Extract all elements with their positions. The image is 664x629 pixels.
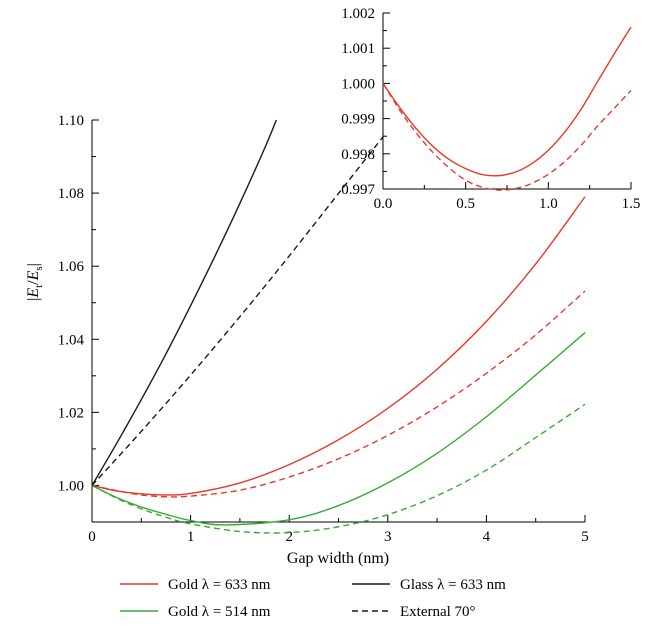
main-series-group bbox=[91, 119, 586, 534]
inset-y-tick-label: 0.998 bbox=[341, 147, 375, 163]
y-label-bar-right: | bbox=[25, 263, 42, 266]
inset-x-tick-label: 1.0 bbox=[539, 196, 558, 212]
inset-y-tick-label: 0.999 bbox=[341, 112, 375, 128]
inset-plot: 0.0 0.5 1.0 1.5 0.997 0.998 0.999 1.000 1.001 1.… bbox=[341, 6, 640, 212]
inset-y-tick-label: 1.001 bbox=[341, 41, 375, 57]
legend-label-0: Gold λ = 633 nm bbox=[168, 577, 271, 593]
main-x-axis-label: Gap width (nm) bbox=[287, 550, 389, 567]
inset-series-group bbox=[382, 26, 632, 191]
main-series-3-line bbox=[91, 403, 586, 534]
main-y-tick-label: 1.02 bbox=[58, 405, 84, 421]
inset-x-tick-label: 0.0 bbox=[374, 196, 393, 212]
main-y-tick-label: 1.04 bbox=[58, 332, 85, 348]
y-label-sub-t: t bbox=[33, 285, 45, 288]
main-series-2-line bbox=[91, 332, 586, 526]
main-series-4-line bbox=[91, 119, 278, 486]
main-y-ticks: 1.00 1.02 1.04 1.06 1.08 1.10 bbox=[58, 113, 99, 523]
inset-y-tick-label: 1.000 bbox=[341, 76, 375, 92]
main-x-ticks: 0 1 2 3 4 5 bbox=[88, 515, 589, 545]
inset-y-ticks: 0.997 0.998 0.999 1.000 1.001 1.002 bbox=[341, 6, 390, 198]
legend-label-3: External 70° bbox=[400, 604, 476, 620]
main-y-tick-label: 1.06 bbox=[58, 259, 85, 275]
main-series-1-line bbox=[91, 290, 586, 498]
y-label-e-bottom: E bbox=[25, 270, 42, 281]
inset-series-0-line bbox=[382, 26, 632, 177]
legend-label-2: Gold λ = 514 nm bbox=[168, 604, 271, 620]
inset-background bbox=[383, 13, 631, 189]
main-series-5-line bbox=[91, 131, 388, 486]
main-x-tick-label: 3 bbox=[384, 529, 392, 545]
y-label-bar-left: | bbox=[25, 298, 42, 301]
legend-label-1: Glass λ = 633 nm bbox=[400, 577, 506, 593]
main-y-tick-label: 1.10 bbox=[58, 113, 84, 129]
main-x-tick-label: 1 bbox=[187, 529, 195, 545]
main-x-tick-label: 5 bbox=[581, 529, 589, 545]
main-series-0-line bbox=[91, 196, 586, 496]
inset-series-1-line bbox=[382, 83, 632, 191]
main-plot: 0 1 2 3 4 5 1.00 1.02 1.04 1.06 1.08 1.10 Gap widt… bbox=[25, 113, 589, 567]
y-label-sub-s: s bbox=[33, 266, 45, 270]
inset-x-tick-label: 1.5 bbox=[622, 196, 641, 212]
inset-y-tick-label: 1.002 bbox=[341, 6, 375, 22]
main-x-tick-label: 4 bbox=[483, 529, 491, 545]
main-y-tick-label: 1.00 bbox=[58, 478, 84, 494]
legend: Gold λ = 633 nm Glass λ = 633 nm Gold λ = … bbox=[120, 577, 506, 620]
main-y-tick-label: 1.08 bbox=[58, 186, 84, 202]
inset-x-tick-label: 0.5 bbox=[456, 196, 475, 212]
y-label-slash: / bbox=[25, 280, 42, 285]
inset-y-tick-label: 0.997 bbox=[341, 182, 375, 198]
main-x-tick-label: 2 bbox=[285, 529, 293, 545]
inset-x-ticks: 0.0 0.5 1.0 1.5 bbox=[374, 182, 641, 212]
main-y-axis-label: |Et/Es| bbox=[25, 263, 45, 301]
main-x-tick-label: 0 bbox=[88, 529, 96, 545]
y-label-e-top: E bbox=[25, 288, 42, 299]
